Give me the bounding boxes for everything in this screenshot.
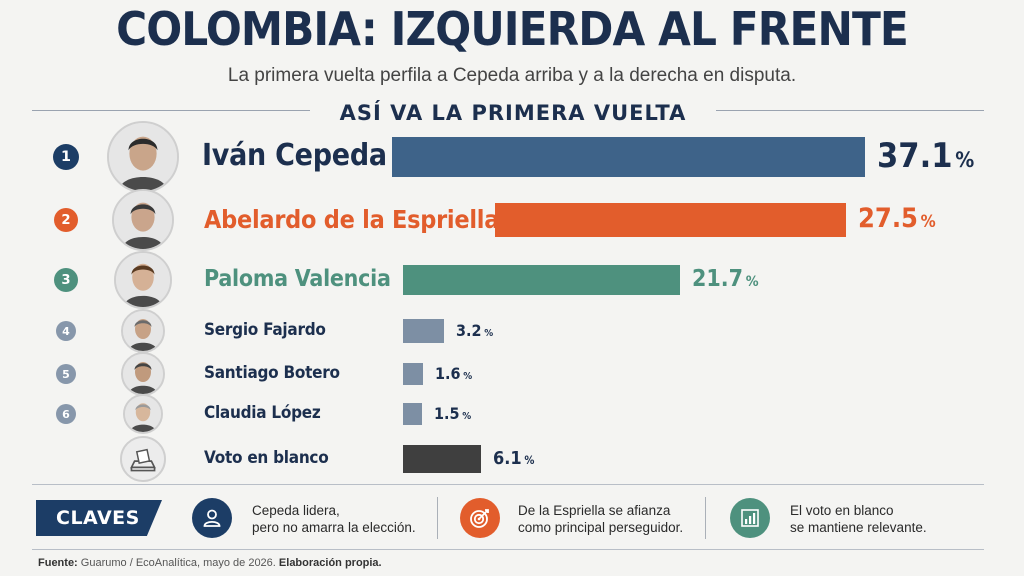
target-icon <box>460 498 500 538</box>
clave-text-1: Cepeda lidera, pero no amarra la elección… <box>252 503 416 535</box>
portrait-icon <box>107 121 179 193</box>
candidate-name: Claudia López <box>204 403 321 424</box>
bar <box>403 445 481 473</box>
value-label: 21.7% <box>692 266 759 292</box>
portrait-icon <box>112 189 174 251</box>
value-unit: % <box>463 371 473 383</box>
value-label: 3.2% <box>456 321 493 340</box>
page-title: COLOMBIA: IZQUIERDA AL FRENTE <box>116 2 909 56</box>
candidate-name: Sergio Fajardo <box>204 320 326 341</box>
portrait-icon <box>121 309 165 353</box>
ballot-box-icon <box>120 436 166 482</box>
clave-text-3: El voto en blanco se mantiene relevante. <box>790 503 927 535</box>
section-title: ASÍ VA LA PRIMERA VUELTA <box>339 101 687 125</box>
candidate-name: Iván Cepeda <box>202 138 387 174</box>
section-rule-left <box>32 110 310 111</box>
value-label: 27.5% <box>858 203 936 234</box>
value-number: 3.2 <box>455 321 482 341</box>
section-rule-right <box>716 110 984 111</box>
value-label: 1.5% <box>434 404 471 423</box>
rank-badge: 2 <box>54 208 78 232</box>
rank-badge: 4 <box>56 321 76 341</box>
footer-divider <box>32 549 984 550</box>
value-label: 1.6% <box>435 364 472 383</box>
value-unit: % <box>745 273 759 290</box>
claves-divider-top <box>32 484 984 485</box>
value-label: 37.1% <box>877 136 974 176</box>
value-label: 6.1% <box>493 448 534 469</box>
candidate-name: Paloma Valencia <box>204 265 391 292</box>
rank-badge: 1 <box>53 144 79 170</box>
value-unit: % <box>955 146 975 172</box>
rank-badge: 6 <box>56 404 76 424</box>
person-icon <box>192 498 232 538</box>
value-number: 27.5 <box>857 203 918 235</box>
value-unit: % <box>462 411 472 423</box>
rank-badge: 5 <box>56 364 76 384</box>
bar-chart-icon <box>730 498 770 538</box>
bar <box>403 363 424 385</box>
bar <box>403 403 423 425</box>
value-number: 1.6 <box>435 364 461 384</box>
value-unit: % <box>484 328 493 340</box>
clave-text-2: De la Espriella se afianza como principal… <box>518 503 684 535</box>
clave-separator <box>437 497 438 539</box>
candidate-name: Abelardo de la Espriella <box>204 204 500 234</box>
portrait-icon <box>114 251 172 309</box>
rank-badge: 3 <box>54 268 78 292</box>
bar <box>403 319 444 343</box>
portrait-icon <box>123 394 163 434</box>
bar <box>392 137 866 177</box>
value-unit: % <box>920 211 936 232</box>
footer-source: Fuente: Guarumo / EcoAnalítica, mayo de … <box>38 557 382 569</box>
claves-tag: CLAVES <box>36 500 162 536</box>
candidate-name: Voto en blanco <box>204 448 329 469</box>
value-unit: % <box>524 453 535 467</box>
clave-separator <box>705 497 706 539</box>
value-number: 6.1 <box>492 447 522 469</box>
candidate-name: Santiago Botero <box>204 363 340 384</box>
value-number: 37.1 <box>877 135 953 176</box>
page-subtitle: La primera vuelta perfila a Cepeda arrib… <box>227 65 797 86</box>
portrait-icon <box>121 352 165 396</box>
value-number: 21.7 <box>691 265 743 292</box>
bar <box>403 265 680 295</box>
value-number: 1.5 <box>434 404 460 424</box>
bar <box>495 203 846 237</box>
